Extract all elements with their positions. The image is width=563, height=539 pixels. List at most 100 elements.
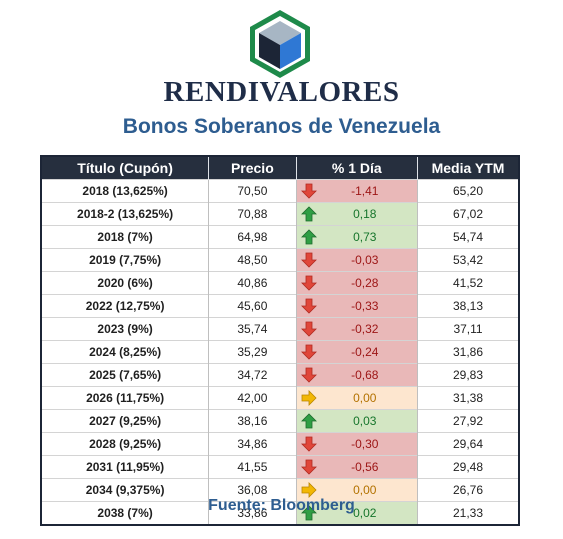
arrow-up-icon [300, 206, 317, 222]
arrow-right-icon [301, 482, 317, 498]
bond-ytm: 37,11 [417, 317, 519, 341]
header-price: Precio [208, 156, 297, 180]
arrow-down-icon [300, 321, 317, 337]
bond-change-value: 0,02 [353, 506, 377, 520]
bond-change: -0,32 [295, 317, 418, 341]
table-row: 2038 (7%) 33,86 0,02 21,33 [41, 501, 519, 525]
bond-title: 2025 (7,65%) [41, 363, 209, 387]
table-row: 2031 (11,95%) 41,55 -0,56 29,48 [41, 455, 519, 479]
table-row: 2018 (7%) 64,98 0,73 54,74 [41, 225, 519, 249]
bond-price: 45,60 [208, 294, 297, 318]
header-change: % 1 Día [295, 156, 418, 180]
bond-ytm: 31,86 [417, 340, 519, 364]
bond-change: -0,28 [295, 271, 418, 295]
bond-ytm: 31,38 [417, 386, 519, 410]
bond-price: 41,55 [208, 455, 297, 479]
bond-title: 2038 (7%) [41, 501, 209, 525]
bond-price: 34,72 [208, 363, 297, 387]
bond-change-value: -0,56 [351, 460, 379, 474]
table-row: 2018-2 (13,625%) 70,88 0,18 67,02 [41, 202, 519, 226]
bond-change-value: 0,03 [353, 414, 377, 428]
bond-change-value: -0,24 [351, 345, 379, 359]
bond-ytm: 67,02 [417, 202, 519, 226]
table-row: 2022 (12,75%) 45,60 -0,33 38,13 [41, 294, 519, 318]
bond-change: 0,03 [295, 409, 418, 433]
bond-ytm: 53,42 [417, 248, 519, 272]
bond-title: 2022 (12,75%) [41, 294, 209, 318]
bond-change: 0,18 [295, 202, 418, 226]
table-row: 2023 (9%) 35,74 -0,32 37,11 [41, 317, 519, 341]
bond-title: 2023 (9%) [41, 317, 209, 341]
table-row: 2026 (11,75%) 42,00 0,00 31,38 [41, 386, 519, 410]
bond-ytm: 26,76 [417, 478, 519, 502]
bond-change-value: -0,33 [351, 299, 379, 313]
bond-change-value: 0,73 [353, 230, 377, 244]
table-row: 2019 (7,75%) 48,50 -0,03 53,42 [41, 248, 519, 272]
bond-price: 64,98 [208, 225, 297, 249]
bonds-table: Título (Cupón) Precio % 1 Día Media YTM … [40, 155, 520, 526]
page-title: Bonos Soberanos de Venezuela [122, 115, 441, 138]
table-row: 2020 (6%) 40,86 -0,28 41,52 [41, 271, 519, 295]
table-row: 2028 (9,25%) 34,86 -0,30 29,64 [41, 432, 519, 456]
bond-price: 34,86 [208, 432, 297, 456]
bond-change: -0,33 [295, 294, 418, 318]
bond-price: 70,88 [208, 202, 297, 226]
bond-title: 2027 (9,25%) [41, 409, 209, 433]
table-row: 2025 (7,65%) 34,72 -0,68 29,83 [41, 363, 519, 387]
bond-ytm: 54,74 [417, 225, 519, 249]
bond-change: -1,41 [295, 179, 418, 203]
bond-change-value: 0,18 [353, 207, 377, 221]
bond-price: 35,29 [208, 340, 297, 364]
bond-change-value: -1,41 [351, 184, 379, 198]
bond-change: 0,73 [295, 225, 418, 249]
arrow-right-icon [301, 390, 317, 406]
bond-change: 0,00 [295, 478, 418, 502]
arrow-down-icon [300, 252, 317, 268]
bond-title: 2019 (7,75%) [41, 248, 209, 272]
table-row: 2018 (13,625%) 70,50 -1,41 65,20 [41, 179, 519, 203]
arrow-down-icon [300, 183, 317, 199]
table-row: 2034 (9,375%) 36,08 0,00 26,76 [41, 478, 519, 502]
bond-change: -0,30 [295, 432, 418, 456]
arrow-down-icon [300, 367, 317, 383]
bond-price: 40,86 [208, 271, 297, 295]
bond-price: 70,50 [208, 179, 297, 203]
bond-ytm: 29,64 [417, 432, 519, 456]
arrow-down-icon [300, 436, 317, 452]
bond-change: -0,03 [295, 248, 418, 272]
bond-title: 2018 (7%) [41, 225, 209, 249]
table-row: 2027 (9,25%) 38,16 0,03 27,92 [41, 409, 519, 433]
bond-price: 38,16 [208, 409, 297, 433]
arrow-down-icon [300, 459, 317, 475]
bond-change-value: -0,32 [351, 322, 379, 336]
bond-change-value: 0,00 [353, 483, 377, 497]
bond-title: 2031 (11,95%) [41, 455, 209, 479]
brand-name: RENDIVALORES [163, 76, 400, 108]
logo [250, 10, 310, 78]
table-row: 2024 (8,25%) 35,29 -0,24 31,86 [41, 340, 519, 364]
bond-title: 2020 (6%) [41, 271, 209, 295]
bond-title: 2024 (8,25%) [41, 340, 209, 364]
bond-ytm: 29,48 [417, 455, 519, 479]
arrow-up-icon [300, 505, 317, 521]
bond-change: -0,56 [295, 455, 418, 479]
bond-ytm: 21,33 [417, 501, 519, 525]
bond-change-value: -0,03 [351, 253, 379, 267]
arrow-down-icon [300, 344, 317, 360]
bond-ytm: 65,20 [417, 179, 519, 203]
bond-ytm: 41,52 [417, 271, 519, 295]
bond-title: 2028 (9,25%) [41, 432, 209, 456]
arrow-down-icon [300, 275, 317, 291]
arrow-down-icon [300, 298, 317, 314]
bond-change-value: -0,68 [351, 368, 379, 382]
bond-price: 48,50 [208, 248, 297, 272]
bond-price: 35,74 [208, 317, 297, 341]
bond-change-value: 0,00 [353, 391, 377, 405]
bond-change: -0,68 [295, 363, 418, 387]
bond-title: 2018 (13,625%) [41, 179, 209, 203]
bond-ytm: 27,92 [417, 409, 519, 433]
header-title: Título (Cupón) [41, 156, 209, 180]
source-note: Fuente: Bloomberg [208, 497, 355, 514]
bond-price: 33,86 [208, 501, 297, 525]
bond-title: 2018-2 (13,625%) [41, 202, 209, 226]
